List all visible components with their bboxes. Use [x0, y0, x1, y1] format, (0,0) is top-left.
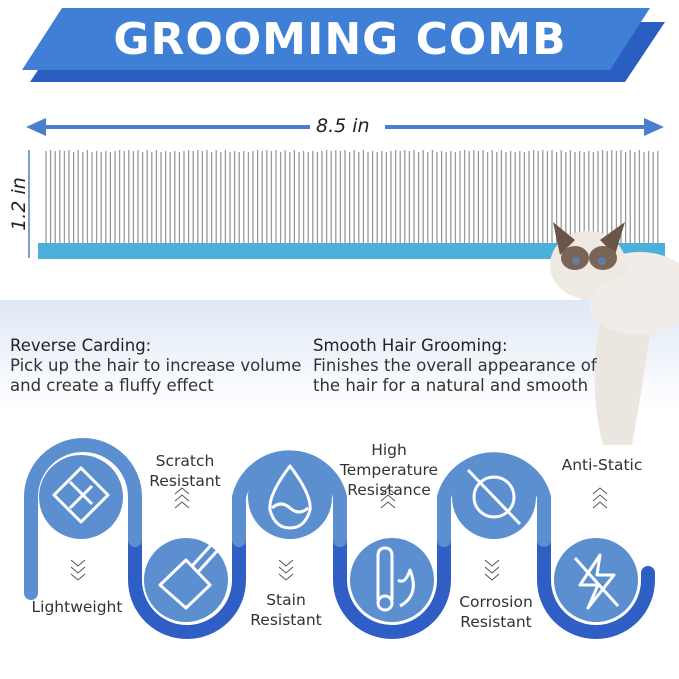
chevron-icon — [380, 494, 396, 502]
width-arrow — [26, 118, 664, 258]
chevron-icon — [484, 566, 500, 574]
chevron-icon — [592, 501, 608, 509]
chevron-icon — [278, 559, 294, 567]
chevron-icon — [70, 573, 86, 581]
property-label-anti-static: Anti-Static — [561, 456, 643, 474]
feature-heading: Reverse Carding: — [10, 336, 152, 355]
chevron-icon — [174, 487, 190, 495]
property-label-scratch: Scratch Resistant — [149, 452, 221, 490]
water-drop-icon — [248, 455, 332, 539]
property-label-stain: Stain Resistant — [250, 591, 322, 629]
feature-heading: Smooth Hair Grooming: — [313, 336, 508, 355]
comb-teeth — [45, 150, 659, 243]
property-label-corrosion: Corrosion Resistant — [459, 593, 533, 631]
chevron-icon — [70, 566, 86, 574]
chevron-icon — [592, 494, 608, 502]
chevron-icon — [380, 487, 396, 495]
property-label-temperature: High Temperature Resistance — [339, 441, 439, 499]
chevron-icon — [484, 559, 500, 567]
feature-smooth-grooming: Smooth Hair Grooming: Finishes the overa… — [313, 336, 597, 396]
comb-base — [38, 243, 665, 259]
chevron-icon — [592, 487, 608, 495]
feature-reverse-carding: Reverse Carding: Pick up the hair to inc… — [10, 336, 301, 396]
feature-band — [0, 300, 679, 410]
feature-text: Pick up the hair to increase volume — [10, 356, 302, 375]
chevron-icon — [484, 573, 500, 581]
width-label: 8.5 in — [316, 115, 370, 137]
feature-text: the hair for a natural and smooth — [313, 376, 589, 395]
feature-text: Finishes the overall appearance of — [313, 356, 597, 375]
chevron-icon — [278, 566, 294, 574]
chevron-arrows — [70, 487, 608, 581]
chevron-icon — [174, 501, 190, 509]
chevron-icon — [380, 501, 396, 509]
feature-text: and create a fluffy effect — [10, 376, 214, 395]
page-title: GROOMING COMB — [113, 14, 567, 65]
wave-dark — [128, 533, 655, 639]
property-label-lightweight: Lightweight — [31, 598, 123, 616]
chevron-icon — [278, 573, 294, 581]
banner — [22, 8, 650, 70]
chevron-icon — [70, 559, 86, 567]
scratch-icon — [144, 538, 228, 622]
chevron-icon — [174, 494, 190, 502]
